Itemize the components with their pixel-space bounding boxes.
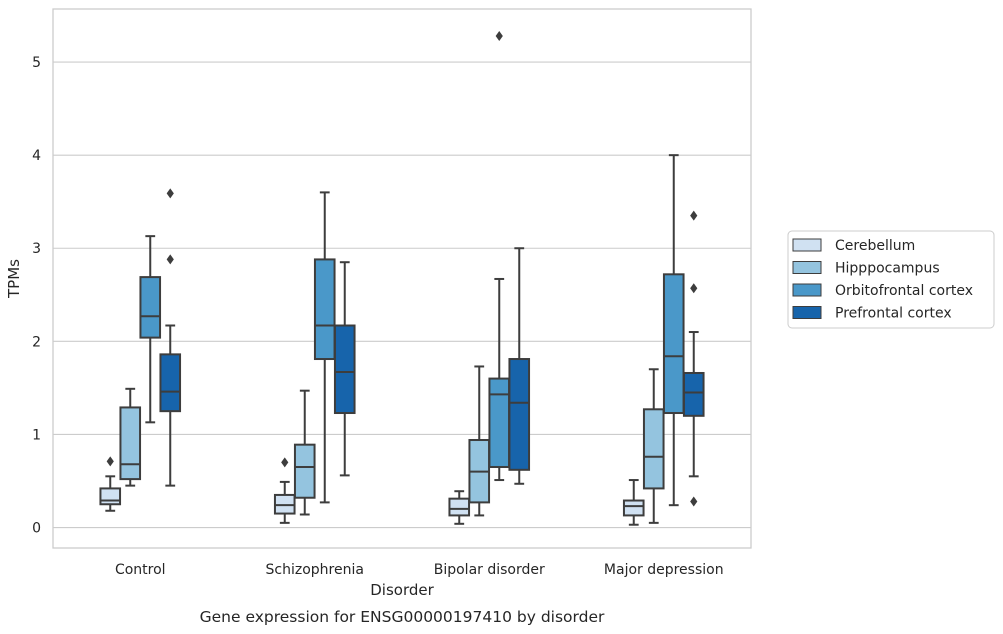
x-axis-ticks: Control Schizophrenia Bipolar disorder Majo… <box>115 562 724 578</box>
x-tick-label: Major depression <box>604 562 724 578</box>
outlier-point <box>106 456 114 467</box>
box <box>662 273 685 415</box>
box <box>159 353 182 413</box>
box-group <box>682 210 705 507</box>
outlier-point <box>495 30 503 41</box>
y-tick-label: 2 <box>32 334 41 350</box>
legend-swatch <box>792 283 822 297</box>
box <box>448 497 471 517</box>
box <box>313 258 336 361</box>
legend-label: Orbitofrontal cortex <box>835 283 973 299</box>
box-group <box>642 368 665 524</box>
box <box>99 487 122 506</box>
box-group <box>488 30 511 482</box>
box-group <box>119 387 142 487</box>
box <box>508 358 531 471</box>
box-group <box>159 188 182 487</box>
y-tick-label: 1 <box>32 427 41 443</box>
box-group <box>313 191 336 504</box>
plot-frame <box>52 8 752 549</box>
outlier-point <box>690 210 698 221</box>
x-tick-label: Schizophrenia <box>266 562 364 578</box>
y-tick-label: 4 <box>32 148 41 164</box>
legend-label: Hipppocampus <box>835 261 940 277</box>
legend-label: Prefrontal cortex <box>835 306 952 322</box>
figure-caption: Gene expression for ENSG00000197410 by d… <box>200 608 605 626</box>
box <box>488 377 511 469</box>
box <box>333 324 356 415</box>
x-tick-label: Bipolar disorder <box>434 562 545 578</box>
box-group <box>448 490 471 525</box>
box-group <box>293 389 316 516</box>
box-group <box>333 261 356 477</box>
x-tick-label: Control <box>115 562 166 578</box>
box-group <box>662 154 685 507</box>
x-axis-label: Disorder <box>370 581 434 599</box>
y-tick-label: 5 <box>32 55 41 71</box>
legend: Cerebellum Hipppocampus Orbitofrontal cort… <box>787 230 995 329</box>
y-axis-ticks: 0 1 2 3 4 5 <box>32 55 41 536</box>
box <box>293 443 316 499</box>
box-group <box>508 247 531 485</box>
outlier-point <box>281 457 289 468</box>
legend-swatch <box>792 306 822 319</box>
box <box>682 371 705 417</box>
legend-label: Cerebellum <box>835 238 915 254</box>
outlier-point <box>166 188 174 199</box>
box-group <box>99 456 122 512</box>
box-group <box>139 235 162 424</box>
box-group <box>622 479 645 526</box>
box <box>622 499 645 517</box>
y-tick-label: 3 <box>32 241 41 257</box>
outlier-point <box>166 254 174 265</box>
box <box>139 276 162 339</box>
outlier-point <box>690 283 698 294</box>
box-plot-marks <box>99 30 705 526</box>
box <box>642 408 665 490</box>
box-group <box>273 457 296 524</box>
y-axis-label: TPMs <box>5 259 23 299</box>
box <box>119 406 142 481</box>
legend-swatch <box>792 261 822 274</box>
y-tick-label: 0 <box>32 521 41 537</box>
outlier-point <box>690 496 698 507</box>
legend-swatch <box>792 238 822 252</box>
box-group <box>468 365 491 517</box>
legend-frame <box>787 230 995 329</box>
